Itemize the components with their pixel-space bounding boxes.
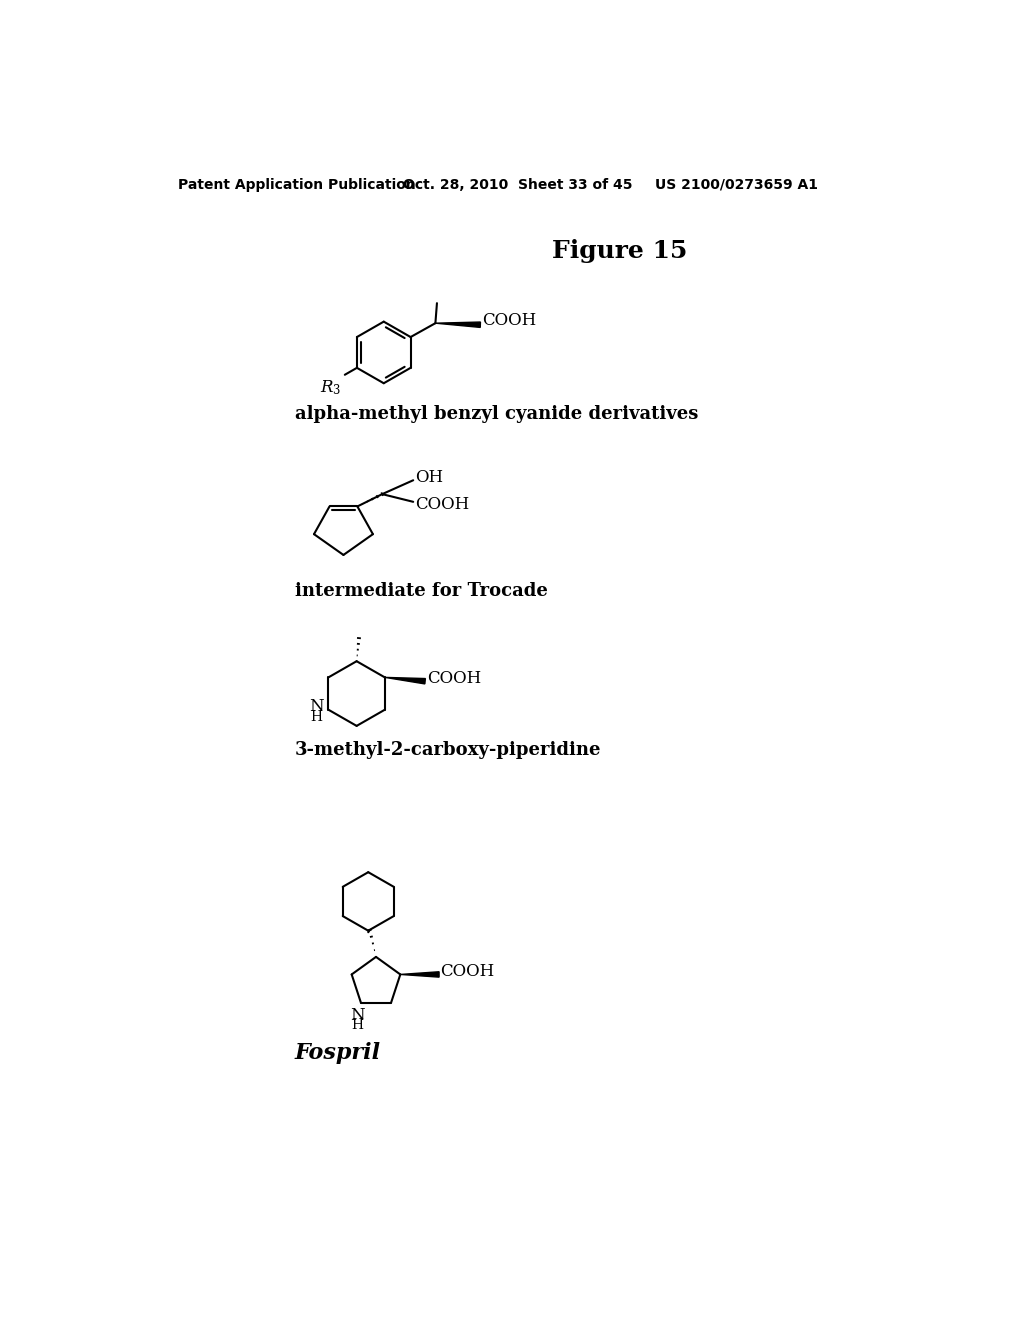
Text: OH: OH (416, 470, 443, 487)
Text: N: N (308, 698, 324, 715)
Text: N: N (350, 1007, 365, 1024)
Text: COOH: COOH (427, 669, 481, 686)
Text: US 2100/0273659 A1: US 2100/0273659 A1 (655, 178, 818, 191)
Polygon shape (435, 322, 480, 327)
Text: H: H (310, 710, 322, 725)
Text: COOH: COOH (415, 495, 469, 512)
Text: COOH: COOH (482, 313, 537, 330)
Text: Oct. 28, 2010  Sheet 33 of 45: Oct. 28, 2010 Sheet 33 of 45 (403, 178, 633, 191)
Text: alpha-methyl benzyl cyanide derivatives: alpha-methyl benzyl cyanide derivatives (295, 405, 698, 422)
Text: Fospril: Fospril (295, 1043, 381, 1064)
Text: Patent Application Publication: Patent Application Publication (178, 178, 416, 191)
Text: COOH: COOH (440, 962, 495, 979)
Text: intermediate for Trocade: intermediate for Trocade (295, 582, 548, 599)
Text: $R_3$: $R_3$ (321, 379, 342, 397)
Polygon shape (385, 677, 425, 684)
Polygon shape (400, 972, 439, 977)
Text: H: H (351, 1018, 364, 1032)
Text: Figure 15: Figure 15 (552, 239, 688, 263)
Text: 3-methyl-2-carboxy-piperidine: 3-methyl-2-carboxy-piperidine (295, 742, 601, 759)
